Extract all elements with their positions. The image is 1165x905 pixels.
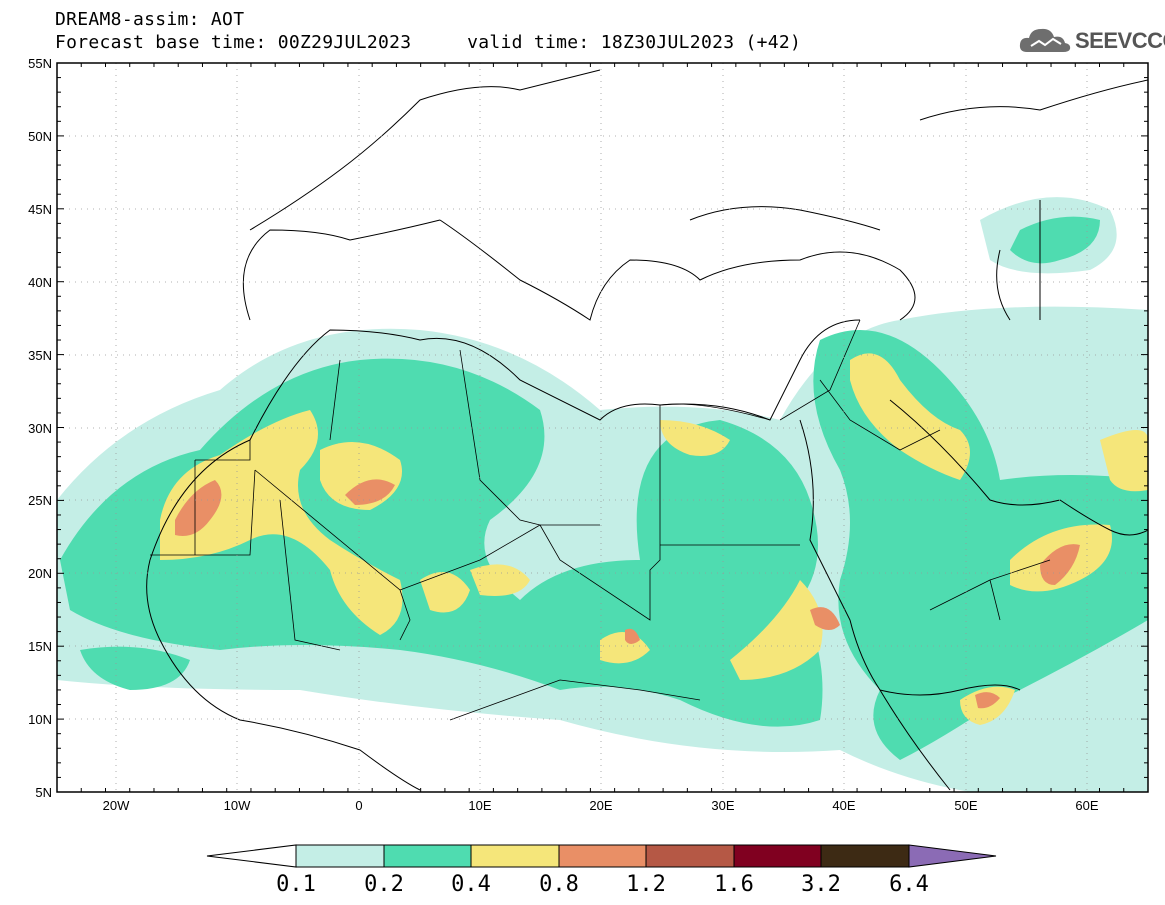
colorbar-over-arrow xyxy=(908,844,997,868)
colorbar-label: 1.6 xyxy=(714,872,754,897)
axis-ticks xyxy=(56,62,1149,793)
colorbar-label: 1.2 xyxy=(626,872,666,897)
colorbar-swatch xyxy=(383,844,472,868)
lon-label: 50E xyxy=(954,798,977,813)
lon-label: 10E xyxy=(468,798,491,813)
colorbar-label: 6.4 xyxy=(889,872,929,897)
cloud-icon xyxy=(1019,28,1071,52)
map-title: DREAM8-assim: AOT xyxy=(55,9,245,30)
forecast-time-line: Forecast base time: 00Z29JUL2023 valid t… xyxy=(55,32,802,53)
lon-labels: 20W 10W 0 10E 20E 30E 40E 50E 60E xyxy=(103,798,1099,813)
lat-label: 40N xyxy=(28,275,52,290)
lon-label: 20W xyxy=(103,798,130,813)
colorbar-under-arrow xyxy=(206,844,297,868)
colorbar-swatch xyxy=(820,844,910,868)
lat-label: 35N xyxy=(28,348,52,363)
colorbar-swatch xyxy=(733,844,822,868)
lat-label: 20N xyxy=(28,566,52,581)
colorbar-labels: 0.1 0.2 0.4 0.8 1.2 1.6 3.2 6.4 xyxy=(276,872,929,897)
colorbar-swatch xyxy=(645,844,735,868)
colorbar-swatch xyxy=(558,844,647,868)
lat-label: 5N xyxy=(35,785,52,800)
colorbar-label: 3.2 xyxy=(801,872,841,897)
colorbar-label: 0.4 xyxy=(451,872,491,897)
coastlines xyxy=(146,69,1148,791)
lat-label: 15N xyxy=(28,639,52,654)
colorbar-label: 0.8 xyxy=(539,872,579,897)
aot-field xyxy=(57,197,1148,792)
lon-label: 10W xyxy=(224,798,251,813)
colorbar-label: 0.1 xyxy=(276,872,316,897)
lat-label: 50N xyxy=(28,129,52,144)
colorbar-label: 0.2 xyxy=(364,872,404,897)
lat-label: 25N xyxy=(28,493,52,508)
lat-label: 30N xyxy=(28,421,52,436)
lon-label: 60E xyxy=(1075,798,1098,813)
colorbar-swatch xyxy=(470,844,560,868)
lon-label: 30E xyxy=(711,798,734,813)
lon-label: 20E xyxy=(589,798,612,813)
lat-label: 10N xyxy=(28,712,52,727)
seevccc-logo: SEEVCCC xyxy=(1017,24,1165,56)
lon-label: 40E xyxy=(832,798,855,813)
lat-label: 55N xyxy=(28,56,52,71)
colorbar xyxy=(206,844,997,868)
lon-label: 0 xyxy=(355,798,362,813)
lat-labels: 55N 50N 45N 40N 35N 30N 25N 20N 15N 10N … xyxy=(28,56,52,800)
country-borders xyxy=(150,319,1051,721)
colorbar-swatch xyxy=(295,844,385,868)
lat-label: 45N xyxy=(28,202,52,217)
